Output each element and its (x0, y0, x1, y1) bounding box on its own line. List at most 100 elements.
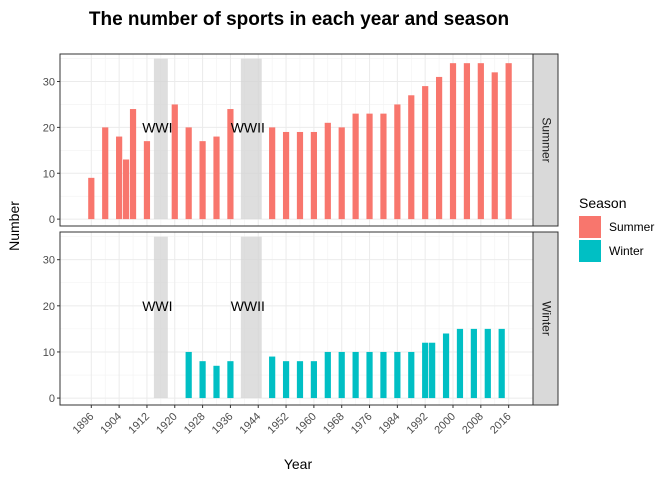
bar-winter-1976 (366, 351, 373, 399)
x-tick-label: 1952 (265, 411, 291, 437)
facet-panels: WWI WWII Summer 0 10 20 30 WWI WWII Winter 0 10 20 30 (43, 53, 559, 406)
panel-background (60, 232, 533, 405)
bar-summer-2004 (463, 63, 471, 220)
chart-title: The number of sports in each year and se… (89, 9, 509, 30)
bar-winter-2002 (456, 328, 464, 399)
war-band-wwi (153, 58, 168, 220)
bar-winter-1994 (429, 342, 436, 399)
x-tick-label: 2000 (432, 411, 458, 437)
legend-title: Season (579, 195, 626, 211)
annotation-wwii: WWII (231, 119, 265, 135)
bar-summer-1980 (380, 113, 387, 220)
bar-summer-1896 (88, 177, 95, 220)
bar-summer-1976 (366, 113, 373, 220)
facet-strip-label: Summer (539, 117, 553, 162)
bar-summer-1984 (394, 104, 401, 220)
bar-summer-1906 (122, 159, 130, 220)
bar-summer-2016 (505, 63, 512, 220)
bar-summer-1928 (199, 141, 206, 220)
bar-winter-1964 (324, 351, 331, 399)
bar-summer-1964 (324, 122, 331, 220)
x-axis-title: Year (284, 456, 313, 472)
bar-winter-2014 (498, 328, 505, 399)
bar-winter-1956 (296, 361, 304, 399)
y-tick-label: 0 (49, 393, 55, 405)
bar-summer-1988 (408, 95, 415, 220)
x-tick-label: 2008 (460, 411, 486, 437)
bar-summer-2000 (449, 63, 457, 220)
annotation-wwii: WWII (231, 298, 265, 314)
bar-summer-1900 (102, 127, 109, 220)
y-tick-label: 10 (43, 347, 55, 359)
x-tick-label: 1968 (321, 411, 347, 437)
legend-swatch (579, 240, 601, 262)
bar-summer-1956 (296, 131, 304, 220)
bar-winter-2006 (470, 328, 477, 399)
bar-summer-1952 (282, 131, 290, 220)
bar-winter-1988 (408, 351, 415, 399)
y-tick-label: 20 (43, 301, 55, 313)
war-band-wwii (240, 236, 262, 399)
x-tick-label: 1960 (293, 411, 319, 437)
bar-winter-1980 (380, 351, 387, 399)
legend-item-winter: Winter (579, 240, 644, 262)
bar-winter-2010 (484, 328, 491, 399)
x-tick-label: 1936 (210, 411, 236, 437)
x-tick-label: 1976 (349, 411, 375, 437)
legend-label: Winter (609, 244, 644, 258)
x-tick-label: 1896 (71, 411, 97, 437)
bar-winter-1924 (185, 351, 192, 399)
war-band-wwi (153, 236, 168, 399)
bar-winter-1932 (213, 365, 220, 399)
x-axis: 1896 1904 1912 1920 1928 1936 1944 1952 1960 1968… (71, 405, 514, 436)
bar-summer-1996 (435, 76, 443, 220)
y-tick-label: 10 (43, 168, 55, 180)
x-tick-label: 1920 (154, 411, 180, 437)
legend-label: Summer (609, 220, 654, 234)
bar-summer-1912 (143, 141, 151, 220)
bar-summer-1932 (213, 136, 220, 220)
x-tick-label: 1904 (98, 411, 124, 437)
legend-item-summer: Summer (579, 216, 654, 238)
bar-summer-1924 (185, 127, 192, 220)
facet-strip (532, 231, 559, 406)
y-axis-title: Number (6, 201, 22, 251)
y-tick-label: 30 (43, 255, 55, 267)
bar-summer-1992 (422, 86, 429, 220)
bar-summer-1904 (116, 136, 123, 220)
y-tick-label: 30 (43, 77, 55, 89)
bar-winter-1998 (442, 333, 450, 399)
bar-winter-1952 (282, 361, 290, 399)
bar-summer-1948 (269, 127, 276, 220)
facet-strip (532, 53, 559, 227)
bar-summer-2012 (491, 72, 498, 220)
bar-summer-1972 (352, 113, 359, 220)
bar-summer-1920 (171, 104, 178, 220)
facet-strip-label: Winter (539, 301, 553, 336)
bar-summer-1968 (338, 127, 345, 220)
y-tick-label: 0 (49, 214, 55, 226)
bar-summer-1936 (227, 109, 234, 220)
bar-winter-1948 (269, 356, 276, 399)
x-tick-label: 2016 (488, 411, 514, 437)
legend-swatch (579, 216, 601, 238)
y-tick-label: 20 (43, 122, 55, 134)
bar-winter-1972 (352, 351, 359, 399)
x-tick-label: 1992 (405, 411, 431, 437)
annotation-wwi: WWI (142, 298, 172, 314)
bar-summer-1908 (129, 109, 137, 220)
panel-summer: WWI WWII Summer 0 10 20 30 (43, 53, 559, 227)
x-tick-label: 1984 (377, 411, 403, 437)
bar-winter-1992 (422, 342, 429, 399)
x-tick-label: 1928 (182, 411, 208, 437)
legend: Season Summer Winter (579, 195, 654, 262)
bar-winter-1928 (199, 361, 206, 399)
bar-summer-1960 (310, 131, 317, 220)
bar-winter-1936 (227, 361, 234, 399)
bar-summer-2008 (477, 63, 484, 220)
bar-winter-1960 (310, 361, 317, 399)
annotation-wwi: WWI (142, 119, 172, 135)
bar-winter-1984 (394, 351, 401, 399)
x-tick-label: 1944 (238, 411, 264, 437)
